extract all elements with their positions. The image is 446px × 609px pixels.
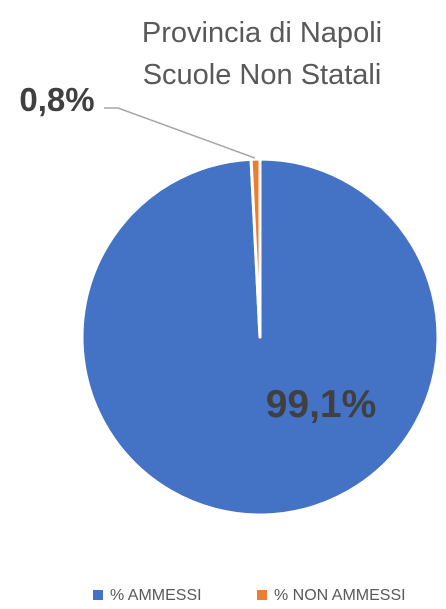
legend: % AMMESSI % NON AMMESSI [93, 587, 406, 604]
slice-non-ammessi [249, 157, 262, 339]
data-label-ammessi: 99,1% [266, 383, 377, 426]
legend-swatch-ammessi [93, 590, 103, 600]
chart-title-line-2: Scuole Non Statali [143, 59, 382, 91]
leader-line [104, 107, 256, 159]
legend-swatch-non-ammessi [257, 590, 267, 600]
legend-label-non-ammessi: % NON AMMESSI [274, 587, 406, 604]
data-label-non-ammessi: 0,8% [19, 81, 94, 118]
chart-title-line-1: Provincia di Napoli [142, 17, 382, 49]
pie-slices [80, 157, 440, 517]
legend-label-ammessi: % AMMESSI [110, 587, 202, 604]
